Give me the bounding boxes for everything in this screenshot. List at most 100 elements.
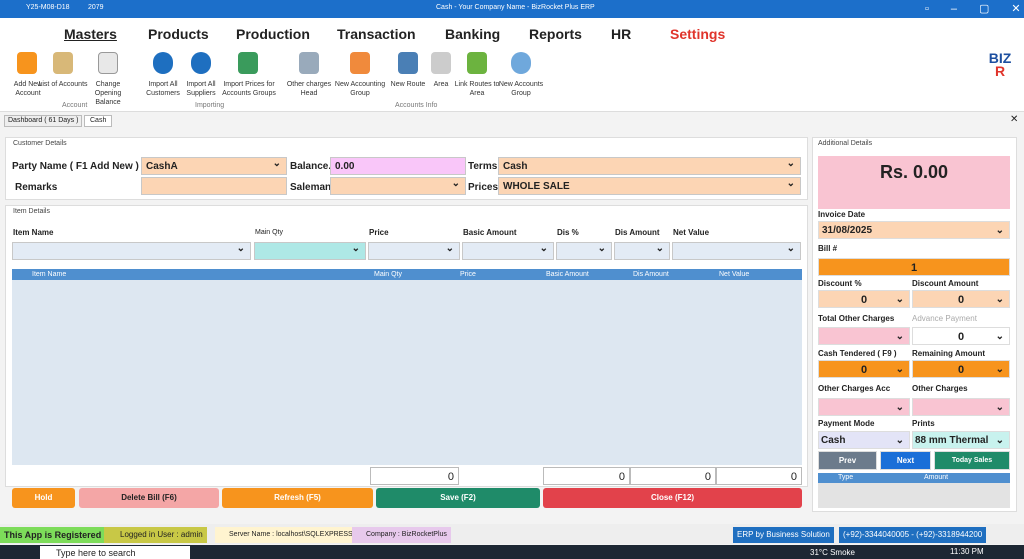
column-header: Item Name — [32, 271, 67, 278]
advance-payment[interactable]: 0 — [912, 327, 1010, 346]
label: Discount Amount — [912, 279, 979, 288]
remarks-field[interactable] — [141, 177, 287, 195]
prices-select[interactable]: WHOLE SALE — [498, 177, 801, 195]
refresh-button[interactable]: Refresh (F5) — [222, 488, 373, 508]
column-header: Dis Amount — [633, 271, 669, 278]
label: Dis % — [557, 228, 579, 237]
weather: 31°C Smoke — [810, 548, 855, 557]
menu-item[interactable]: Products — [148, 26, 209, 42]
column-header: Main Qty — [374, 271, 403, 278]
dis-amt-field[interactable] — [614, 242, 670, 260]
dis-pct-field[interactable] — [556, 242, 612, 260]
other-charges-total[interactable] — [818, 327, 910, 346]
delete-button[interactable]: Delete Bill (F6) — [79, 488, 219, 508]
label: Other Charges Acc — [818, 384, 891, 393]
close-button[interactable]: Close (F12) — [543, 488, 802, 508]
other-charges-acc[interactable] — [818, 398, 910, 417]
label: Discount % — [818, 279, 862, 288]
ribbon-button[interactable]: Import Prices for Accounts Groups — [222, 81, 276, 97]
menu-item[interactable]: HR — [611, 26, 632, 42]
discount-pct[interactable]: 0 — [818, 290, 910, 309]
balance-field: 0.00 — [330, 157, 466, 175]
label: Invoice Date — [818, 210, 866, 219]
date-code: Y25-M08-D18 — [26, 4, 70, 11]
icon — [53, 52, 73, 74]
menu-item[interactable]: Masters — [64, 26, 117, 42]
ribbon-button[interactable]: Import All Suppliers — [186, 81, 216, 97]
next-button[interactable]: Next — [880, 451, 931, 470]
menu-item[interactable]: Transaction — [337, 26, 416, 42]
other-charges[interactable] — [912, 398, 1010, 417]
user-status: Logged in User : admin — [104, 527, 207, 543]
ribbon-button[interactable]: List of Accounts — [38, 81, 88, 88]
date-picker[interactable]: 31/08/2025 — [818, 221, 1010, 240]
save-button[interactable]: Save (F2) — [376, 488, 540, 508]
basic-field[interactable] — [462, 242, 554, 260]
ribbon-button[interactable]: Other charges Head — [286, 81, 332, 97]
discount-amount[interactable]: 0 — [912, 290, 1010, 309]
total-cell: 0 — [370, 467, 459, 485]
ribbon-button[interactable]: New Accounting Group — [334, 81, 386, 97]
group-label: Account — [62, 102, 88, 109]
label: Total Other Charges — [818, 314, 895, 323]
icon — [191, 52, 211, 74]
search-box[interactable]: Type here to search — [40, 546, 190, 559]
terms-select[interactable]: Cash — [498, 157, 801, 175]
cash-tendered[interactable]: 0 — [818, 360, 910, 379]
panel-title: Item Details — [13, 208, 50, 215]
menu-item[interactable]: Reports — [529, 26, 582, 42]
icon — [431, 52, 451, 74]
window-title: Cash - Your Company Name - BizRocket Plu… — [436, 4, 595, 11]
today-sales-button[interactable]: Today Sales — [934, 451, 1010, 470]
label: Terms — [468, 161, 498, 172]
party-select[interactable]: CashA — [141, 157, 287, 175]
registration-status: This App is Registered — [0, 527, 106, 543]
panel-title: Customer Details — [13, 140, 67, 147]
column-header: Price — [460, 271, 476, 278]
prints-select[interactable]: 88 mm Thermal — [912, 431, 1010, 450]
icon — [511, 52, 531, 74]
payments-header — [818, 473, 1010, 483]
price-field[interactable] — [368, 242, 460, 260]
label: Price — [369, 228, 389, 237]
label: Remaining Amount — [912, 349, 986, 358]
qty-field[interactable] — [254, 242, 366, 260]
item-select[interactable] — [12, 242, 251, 260]
bill-field: 1 — [818, 258, 1010, 276]
server-status: Server Name : localhost\SQLEXPRESS — [215, 527, 357, 543]
icon — [153, 52, 173, 74]
icon — [398, 52, 418, 74]
tab[interactable]: Dashboard ( 61 Days ) — [4, 115, 83, 127]
saleman-select[interactable] — [330, 177, 466, 195]
label: Main Qty — [255, 229, 284, 236]
icon — [98, 52, 118, 74]
ribbon-button[interactable]: New Route — [390, 81, 426, 88]
window-controls[interactable]: ▫–▢✕ — [925, 3, 1021, 15]
menu-item[interactable]: Production — [236, 26, 310, 42]
payment-mode[interactable]: Cash — [818, 431, 910, 450]
menu-item[interactable]: Settings — [670, 26, 726, 42]
label: Balance. — [290, 161, 332, 172]
ribbon-button[interactable]: Area — [433, 81, 449, 88]
panel-title: Additional Details — [818, 140, 873, 147]
ribbon-button[interactable]: Add New Account — [13, 81, 43, 97]
net-field[interactable] — [672, 242, 801, 260]
tab[interactable]: Cash — [84, 115, 113, 127]
hold-button[interactable]: Hold — [12, 488, 75, 508]
group-label: Importing — [195, 102, 225, 109]
company-status: Company : BizRocketPlus — [352, 527, 451, 543]
total-cell: 0 — [716, 467, 802, 485]
ribbon-button[interactable]: New Accounts Group — [498, 81, 544, 97]
ribbon-button[interactable]: Link Routes to Area — [454, 81, 500, 97]
close-tab[interactable]: ✕ — [1010, 114, 1019, 125]
prev-button[interactable]: Prev — [818, 451, 877, 470]
phones: (+92)-3344040005 - (+92)-3318944200 — [839, 527, 987, 543]
total-cell: 0 — [630, 467, 716, 485]
taskbar — [0, 545, 1024, 559]
menu-item[interactable]: Banking — [445, 26, 501, 42]
column-header: Net Value — [719, 271, 750, 278]
ribbon-button[interactable]: Change Opening Balance — [94, 81, 122, 106]
ribbon-button[interactable]: Import All Customers — [146, 81, 180, 97]
icon — [17, 52, 37, 74]
